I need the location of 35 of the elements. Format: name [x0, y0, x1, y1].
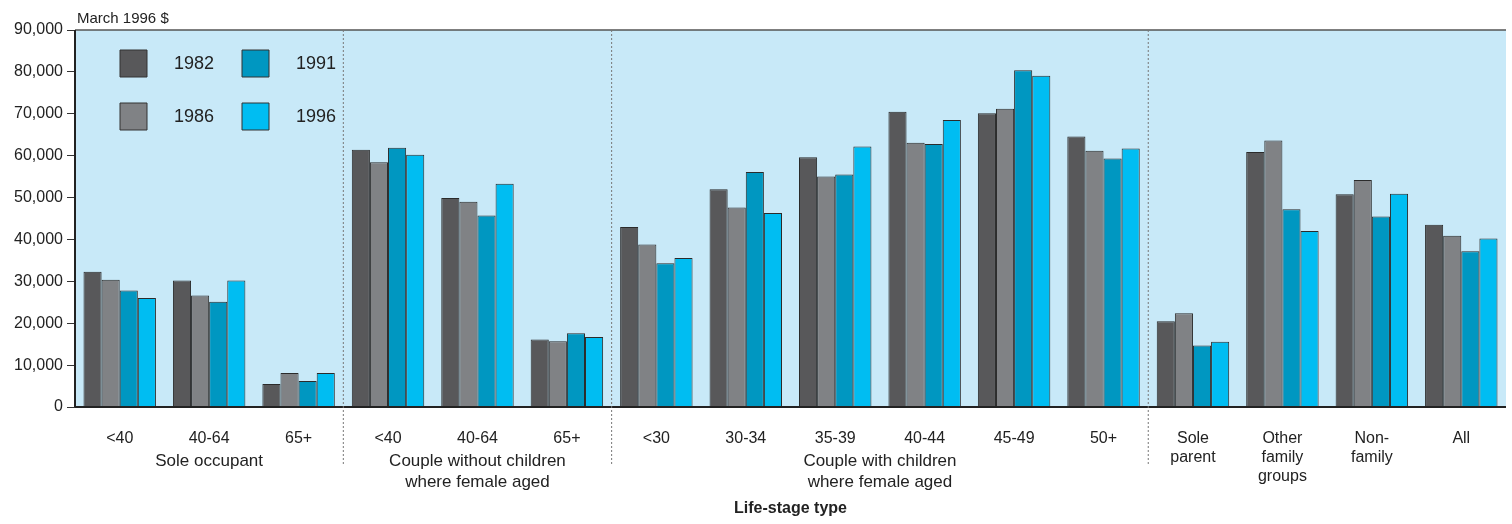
y-tick-label: 60,000: [14, 146, 64, 164]
x-tick-label: 50+: [1089, 429, 1118, 447]
legend-label: 1991: [296, 52, 337, 73]
legend-label: 1982: [174, 52, 215, 73]
x-tick-label: Other family groups: [1257, 429, 1307, 485]
y-tick-label: 40,000: [14, 229, 64, 247]
y-tick-label: 90,000: [14, 20, 64, 38]
x-tick-label: 65+: [553, 429, 581, 447]
x-axis-title: Life-stage type: [734, 499, 848, 517]
x-tick-label: Sole parent: [1170, 429, 1217, 466]
x-tick-label: All: [1452, 429, 1471, 447]
y-axis-title: March 1996 $: [77, 8, 170, 26]
x-tick-label: Non-family: [1350, 429, 1393, 466]
y-tick-label: 30,000: [14, 271, 64, 289]
x-tick-label: 40-44: [904, 429, 946, 447]
x-tick-label: 40-64: [188, 429, 230, 447]
y-tick-label: 20,000: [14, 313, 64, 331]
x-tick-label: 45-49: [993, 429, 1035, 447]
y-tick-label: 50,000: [14, 187, 64, 205]
legend-label: 1996: [296, 105, 337, 126]
x-tick-label: 65+: [285, 429, 313, 447]
y-tick-label: 80,000: [14, 62, 64, 80]
y-tick-label: 70,000: [14, 104, 64, 122]
y-tick-label: 10,000: [14, 355, 64, 373]
x-tick-label: 30-34: [725, 429, 767, 447]
x-tick-label: 40-64: [457, 429, 499, 447]
x-tick-label: <30: [642, 429, 671, 447]
text: Couple without children where female aged: [389, 451, 566, 492]
text: Couple with children where female aged: [803, 451, 957, 492]
legend-label: 1986: [174, 105, 215, 126]
x-tick-label: <40: [106, 429, 134, 447]
y-tick-label: 0: [54, 397, 64, 415]
x-tick-label: <40: [374, 429, 402, 447]
x-tick-label: 35-39: [814, 429, 856, 447]
text: Sole occupant: [155, 451, 264, 471]
